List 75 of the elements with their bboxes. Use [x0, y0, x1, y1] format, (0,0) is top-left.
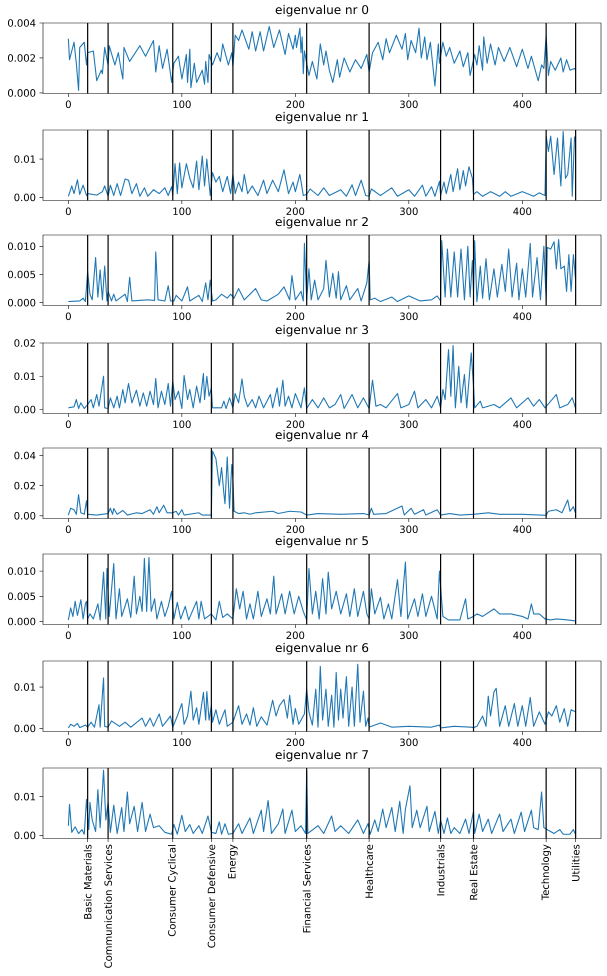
x-tick-label: 200 — [286, 312, 304, 320]
y-tick-label: 0.000 — [8, 618, 36, 626]
text: Consumer Defensive — [207, 844, 216, 948]
x-tick-label: 0 — [66, 632, 71, 640]
x-tick-label: 300 — [400, 632, 418, 640]
text: Financial Services — [302, 844, 311, 932]
text: Industrials — [436, 844, 444, 896]
x-tick-label: 400 — [513, 312, 532, 320]
y-tick-label: 0.005 — [8, 592, 36, 600]
x-tick-label: 300 — [400, 100, 418, 108]
x-tick-label: 0 — [66, 738, 71, 746]
x-tick-label: 300 — [400, 208, 418, 216]
x-tick-label: 400 — [513, 208, 532, 216]
y-tick-label: 0.004 — [8, 19, 36, 27]
x-tick-label: 100 — [173, 738, 191, 746]
text: Communication Services — [104, 844, 112, 968]
y-tick-label: 0.00 — [14, 406, 36, 414]
text: Utilities — [572, 844, 580, 881]
x-tick-label: 200 — [286, 738, 304, 746]
x-tick-label: 0 — [66, 526, 71, 534]
x-tick-label: 0 — [66, 100, 71, 108]
chart-title: eigenvalue nr 2 — [276, 216, 368, 228]
text: Technology — [541, 844, 551, 900]
chart-title: eigenvalue nr 3 — [276, 324, 368, 336]
chart-title: eigenvalue nr 7 — [276, 750, 368, 762]
text: Real Estate — [470, 844, 478, 900]
x-tick-label: 300 — [400, 420, 418, 428]
y-tick-label: 0.01 — [14, 372, 36, 380]
y-tick-label: 0.01 — [14, 792, 36, 800]
x-tick-label: 200 — [286, 420, 304, 428]
x-tick-label: 100 — [173, 526, 191, 534]
chart-title: eigenvalue nr 0 — [276, 4, 368, 16]
x-tick-label: 0 — [66, 420, 71, 428]
x-tick-label: 400 — [513, 420, 532, 428]
y-tick-label: 0.005 — [8, 270, 36, 278]
x-tick-label: 200 — [286, 208, 304, 216]
chart-title: eigenvalue nr 1 — [276, 112, 368, 124]
x-tick-label: 400 — [513, 100, 532, 108]
y-tick-label: 0.01 — [14, 155, 36, 163]
x-tick-label: 100 — [173, 208, 191, 216]
x-tick-label: 200 — [286, 100, 304, 108]
text: Consumer Cyclical — [168, 845, 178, 936]
y-tick-label: 0.010 — [8, 242, 36, 250]
chart-title: eigenvalue nr 5 — [276, 536, 368, 548]
x-tick-label: 100 — [173, 632, 191, 640]
y-tick-label: 0.02 — [14, 339, 35, 347]
chart-title: eigenvalue nr 6 — [276, 642, 368, 655]
x-tick-label: 400 — [513, 526, 532, 534]
chart-title: eigenvalue nr 4 — [276, 430, 368, 442]
x-tick-label: 200 — [286, 526, 304, 534]
y-tick-label: 0.000 — [8, 89, 36, 97]
text: Energy — [228, 844, 238, 878]
y-tick-label: 0.000 — [8, 298, 36, 306]
y-tick-label: 0.002 — [8, 54, 35, 62]
x-tick-label: 400 — [513, 632, 532, 640]
x-tick-label: 0 — [66, 312, 71, 320]
x-tick-label: 300 — [400, 312, 418, 320]
x-tick-label: 300 — [400, 526, 418, 534]
y-tick-label: 0.02 — [14, 482, 35, 490]
y-tick-label: 0.00 — [14, 832, 36, 840]
y-tick-label: 0.04 — [14, 452, 36, 460]
x-tick-label: 0 — [66, 208, 71, 216]
y-tick-label: 0.00 — [14, 194, 36, 202]
x-tick-label: 200 — [286, 632, 304, 640]
text: Healthcare — [365, 844, 373, 898]
x-tick-label: 100 — [173, 420, 191, 428]
y-tick-label: 0.01 — [14, 683, 36, 691]
x-tick-label: 100 — [173, 100, 191, 108]
x-tick-label: 300 — [400, 738, 418, 746]
x-tick-label: 400 — [513, 738, 532, 746]
text: Basic Materials — [84, 844, 92, 919]
y-tick-label: 0.00 — [14, 724, 36, 732]
y-tick-label: 0.010 — [8, 567, 36, 575]
y-tick-label: 0.00 — [14, 512, 36, 520]
x-tick-label: 100 — [173, 312, 191, 320]
